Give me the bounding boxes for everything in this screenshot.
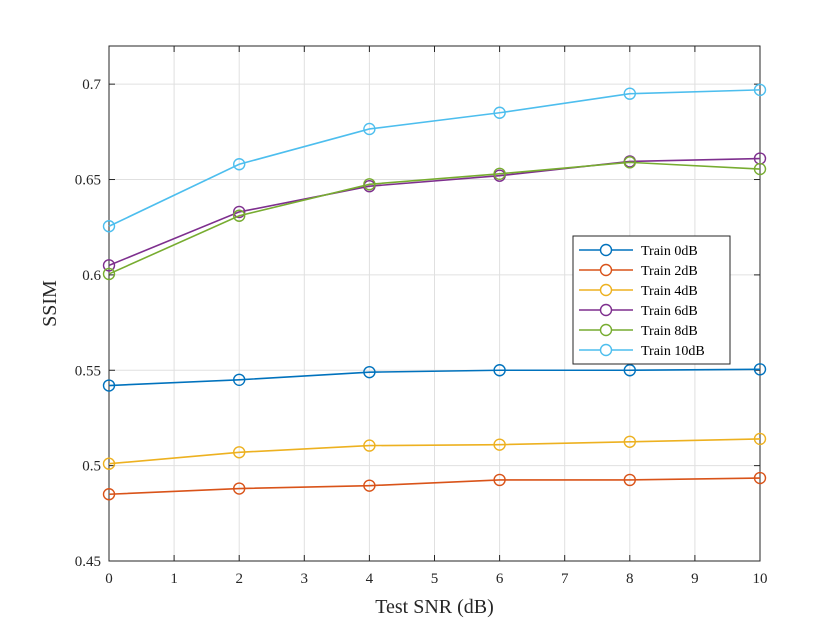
series-train-8db <box>102 156 767 281</box>
data-point <box>753 432 767 446</box>
y-tick-label: 0.45 <box>75 554 101 570</box>
x-tick-label: 6 <box>496 571 504 587</box>
series-train-2db <box>102 471 767 501</box>
data-point <box>363 365 376 379</box>
data-point <box>623 435 636 448</box>
data-point <box>102 488 116 501</box>
legend-label: Train 10dB <box>641 344 705 359</box>
x-tick-label: 2 <box>235 571 243 587</box>
series-line <box>108 368 761 387</box>
x-tick-label: 0 <box>105 571 113 587</box>
legend-item: Train 4dB <box>579 283 698 299</box>
y-tick-label: 0.7 <box>82 77 101 93</box>
y-tick-label: 0.65 <box>75 173 101 189</box>
y-tick-label: 0.55 <box>75 363 101 379</box>
axes <box>108 45 761 562</box>
data-point <box>493 473 506 487</box>
series-line <box>108 477 761 496</box>
data-point <box>493 438 506 451</box>
data-point <box>102 457 116 470</box>
data-point <box>753 83 767 97</box>
legend-marker <box>599 243 613 257</box>
data-point <box>232 446 246 459</box>
data-point <box>623 473 636 487</box>
y-axis-title: SSIM <box>39 280 61 327</box>
legend-item: Train 6dB <box>579 303 698 319</box>
tick-labels: 0 1 2 3 4 5 6 7 8 9 10 0.45 0.5 0.55 0.6 0.65 0.7 <box>75 77 768 587</box>
data-point <box>493 106 506 119</box>
legend-item: Train 0dB <box>579 243 698 259</box>
data-point <box>363 439 376 452</box>
data-point <box>363 122 376 136</box>
data-point <box>102 379 116 392</box>
data-point <box>753 363 767 376</box>
x-tick-label: 9 <box>691 571 699 587</box>
x-tick-label: 5 <box>431 571 439 587</box>
y-tick-label: 0.6 <box>82 268 101 284</box>
data-point <box>493 364 506 377</box>
legend-item: Train 10dB <box>579 343 705 359</box>
x-tick-label: 10 <box>753 571 768 587</box>
data-point <box>102 267 116 281</box>
data-point <box>102 220 116 233</box>
legend-label: Train 2dB <box>641 264 698 279</box>
x-tick-label: 7 <box>561 571 569 587</box>
legend-marker <box>599 283 613 297</box>
data-point <box>232 158 246 171</box>
series-train-10db <box>102 83 767 233</box>
data-point <box>102 259 116 272</box>
x-tick-label: 4 <box>366 571 374 587</box>
data-point <box>493 167 506 180</box>
data-point <box>232 209 246 222</box>
legend-box <box>572 235 731 365</box>
data-point <box>623 156 636 169</box>
data-point <box>232 205 246 219</box>
data-point <box>363 178 376 191</box>
series-line <box>108 157 761 267</box>
series-group <box>102 83 767 501</box>
data-point <box>363 479 376 492</box>
data-point <box>623 364 636 377</box>
series-train-0db <box>102 363 767 392</box>
x-axis-title: Test SNR (dB) <box>375 596 494 618</box>
x-tick-label: 3 <box>301 571 309 587</box>
legend-label: Train 6dB <box>641 304 698 319</box>
legend-marker <box>599 343 613 357</box>
series-line <box>108 161 761 275</box>
legend-marker <box>599 263 613 277</box>
x-tick-label: 1 <box>170 571 178 587</box>
legend-marker <box>599 303 613 317</box>
data-point <box>753 471 767 485</box>
x-tick-label: 8 <box>626 571 634 587</box>
data-point <box>623 87 636 100</box>
series-line <box>108 89 761 227</box>
data-point <box>232 482 246 495</box>
legend-item: Train 8dB <box>579 323 698 339</box>
legend: Train 0dB Train 2dB Train 4dB Train 6dB Trai… <box>572 235 731 365</box>
legend-marker <box>599 323 613 337</box>
legend-label: Train 4dB <box>641 284 698 299</box>
data-point <box>753 162 767 176</box>
series-line <box>108 438 761 465</box>
legend-label: Train 8dB <box>641 324 698 339</box>
y-tick-label: 0.5 <box>82 459 101 475</box>
legend-item: Train 2dB <box>579 263 698 279</box>
plot-box <box>108 45 761 562</box>
series-train-4db <box>102 432 767 470</box>
data-point <box>232 373 246 386</box>
legend-label: Train 0dB <box>641 244 698 259</box>
